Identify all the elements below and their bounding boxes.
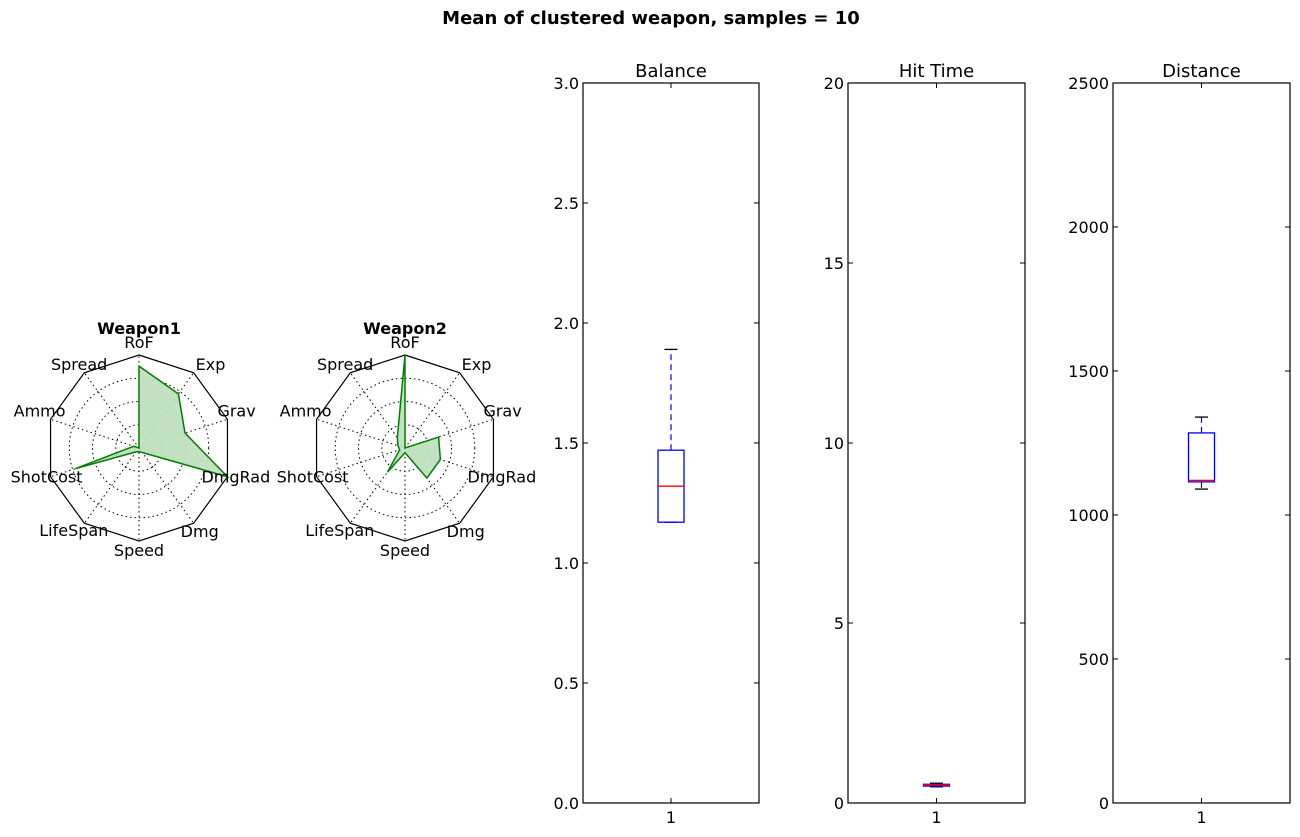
radar-spoke [404, 447, 461, 524]
radar-spoke [316, 447, 406, 478]
y-tick-label: 2.0 [554, 314, 579, 333]
radar-axis-label: Dmg [181, 522, 219, 541]
radar-axis-label: RoF [390, 333, 419, 352]
y-tick-label: 1500 [1068, 362, 1109, 381]
plot-frame [1112, 82, 1291, 804]
radar-axis-label: ShotCost [11, 468, 83, 487]
y-tick-label: 1.5 [554, 434, 579, 453]
radar-spoke [138, 447, 195, 524]
plot-frame [847, 82, 1026, 804]
figure-title: Mean of clustered weapon, samples = 10 [442, 8, 860, 29]
radar-spoke [404, 418, 494, 449]
radar-axis-label: DmgRad [201, 468, 270, 487]
radar-axis-label: Ammo [280, 401, 332, 420]
y-tick-label: 10 [824, 434, 844, 453]
y-tick-label: 2500 [1068, 74, 1109, 93]
radar-chart: RoF Exp Grav DmgRad Dmg Speed LifeSpan ShotCost… [11, 319, 271, 560]
y-tick-label: 0.0 [554, 794, 579, 813]
radar-axis-label: Speed [380, 541, 430, 560]
radar-spoke [404, 372, 461, 449]
box-plot: 0 5 10 15 20 1 Hit Time [824, 61, 1026, 827]
radar-axis-label: Grav [217, 401, 255, 420]
radar-axis-label: RoF [124, 333, 153, 352]
y-tick-label: 500 [1078, 650, 1109, 669]
radar-series-area [386, 354, 442, 480]
y-tick-label: 0 [1099, 794, 1109, 813]
box-plot: 0.0 0.5 1.0 1.5 2.0 2.5 3.0 1 Balance [554, 61, 760, 827]
radar-spoke [404, 447, 494, 478]
radar-spoke [349, 447, 406, 524]
plot-frame [582, 82, 760, 804]
radar-spoke [50, 418, 140, 449]
y-tick-label: 1000 [1068, 506, 1109, 525]
radar-grid-ring [334, 377, 476, 519]
radar-axis-label: LifeSpan [39, 521, 108, 540]
radar-frame [315, 354, 495, 542]
radar-frame [49, 354, 229, 542]
y-tick-label: 15 [824, 254, 844, 273]
iqr-box [1187, 432, 1216, 483]
y-tick-label: 2000 [1068, 218, 1109, 237]
y-tick-label: 2.5 [554, 194, 579, 213]
y-tick-label: 3.0 [554, 74, 579, 93]
y-tick-label: 0.5 [554, 674, 579, 693]
radar-title: Weapon1 [97, 319, 181, 338]
charts: RoF Exp Grav DmgRad Dmg Speed LifeSpan ShotCost… [11, 61, 1291, 827]
radar-axis-label: DmgRad [467, 468, 536, 487]
radar-axis-label: ShotCost [277, 468, 349, 487]
radar-axis-label: Speed [114, 541, 164, 560]
radar-axis-label: Grav [483, 401, 521, 420]
radar-axis-label: LifeSpan [305, 521, 374, 540]
radar-spoke [316, 418, 406, 449]
radar-spoke [83, 372, 140, 449]
radar-axis-label: Exp [462, 355, 492, 374]
radar-chart: RoF Exp Grav DmgRad Dmg Speed LifeSpan ShotCost… [277, 319, 537, 560]
y-tick-label: 0 [834, 794, 844, 813]
x-tick-label: 1 [666, 808, 676, 827]
radar-axis-label: Spread [317, 355, 373, 374]
y-tick-label: 20 [824, 74, 844, 93]
plot-title: Distance [1162, 61, 1241, 82]
box-plot: 0 500 1000 1500 2000 2500 1 Distance [1068, 61, 1291, 827]
radar-spoke [349, 372, 406, 449]
plot-title: Hit Time [899, 61, 974, 82]
radar-axis-label: Dmg [447, 522, 485, 541]
radar-title: Weapon2 [363, 319, 447, 338]
y-tick-label: 1.0 [554, 554, 579, 573]
radar-spoke [83, 447, 140, 524]
radar-spoke [50, 447, 140, 478]
radar-series-area [75, 364, 230, 479]
radar-axis-label: Ammo [14, 401, 66, 420]
plot-title: Balance [635, 61, 707, 82]
y-tick-label: 5 [834, 614, 844, 633]
radar-axis-label: Spread [51, 355, 107, 374]
radar-grid-ring [68, 377, 210, 519]
radar-axis-label: Exp [196, 355, 226, 374]
x-tick-label: 1 [1196, 808, 1206, 827]
x-tick-label: 1 [931, 808, 941, 827]
